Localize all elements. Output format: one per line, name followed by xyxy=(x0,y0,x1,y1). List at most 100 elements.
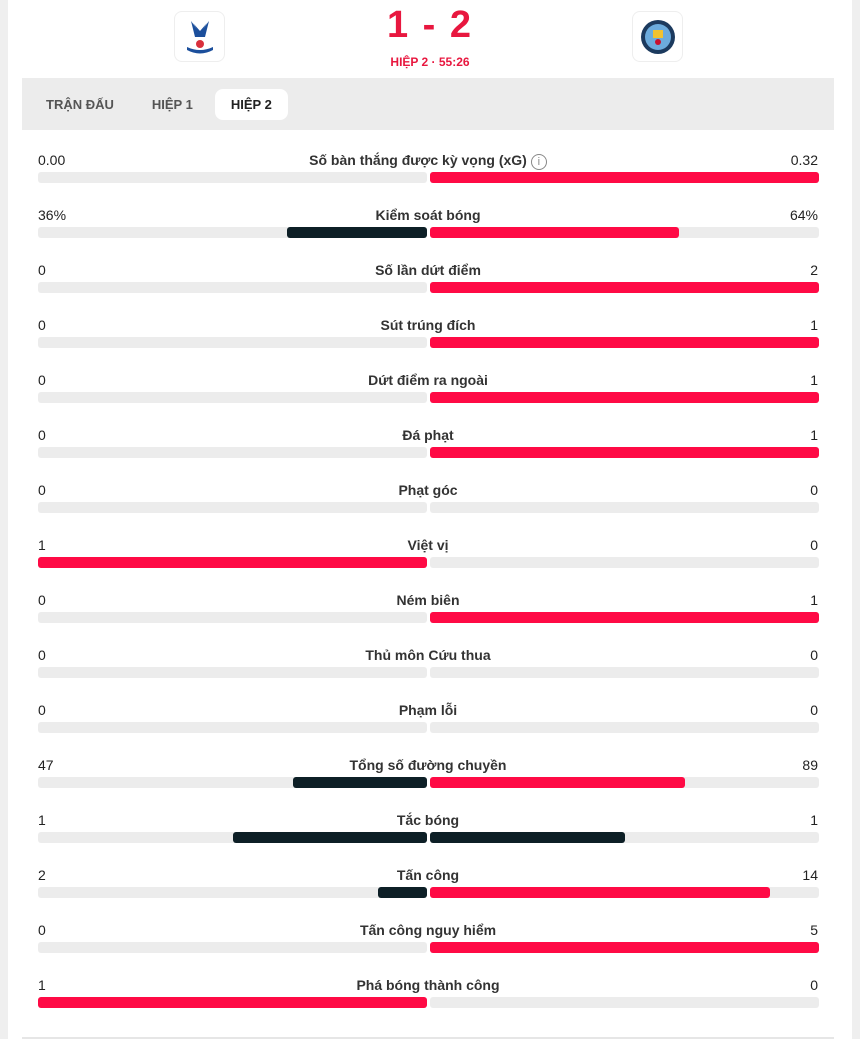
away-bar-fill xyxy=(430,227,679,238)
home-value: 1 xyxy=(38,812,46,828)
home-value: 0 xyxy=(38,262,46,278)
stat-row: 1 Việt vị 0 xyxy=(38,537,819,577)
home-bar-track xyxy=(38,392,427,403)
stat-label-text: Số bàn thắng được kỳ vọng (xG) xyxy=(309,152,527,168)
home-bar-track xyxy=(38,557,427,568)
stat-label-text: Tổng số đường chuyền xyxy=(349,757,507,773)
home-bar-track xyxy=(38,887,427,898)
stat-label: Tắc bóng xyxy=(38,812,818,828)
stat-label-text: Sút trúng đích xyxy=(380,317,476,333)
match-header: 1 - 2 HIỆP 2 · 55:26 xyxy=(0,0,860,76)
home-bar-track xyxy=(38,832,427,843)
away-bar-track xyxy=(430,337,819,348)
stat-row: 0 Phạt góc 0 xyxy=(38,482,819,522)
home-value: 36% xyxy=(38,207,67,223)
stat-row: 36% Kiểm soát bóng 64% xyxy=(38,207,819,247)
away-bar-track xyxy=(430,227,819,238)
home-value: 1 xyxy=(38,537,46,553)
away-bar-fill xyxy=(430,942,819,953)
stat-label: Phạm lỗi xyxy=(38,702,818,718)
away-bar-track xyxy=(430,997,819,1008)
home-bar-track xyxy=(38,997,427,1008)
stat-label: Phạt góc xyxy=(38,482,818,498)
home-bar-track xyxy=(38,337,427,348)
stat-label: Việt vị xyxy=(38,537,818,553)
stat-label-text: Phạt góc xyxy=(398,482,458,498)
home-bar-fill xyxy=(378,887,427,898)
away-bar-fill xyxy=(430,172,819,183)
stat-label-text: Phá bóng thành công xyxy=(356,977,500,993)
stat-label: Tấn công nguy hiểm xyxy=(38,922,818,938)
away-bar-fill xyxy=(430,337,819,348)
stat-label-text: Tấn công nguy hiểm xyxy=(359,922,497,938)
stat-row: 0 Phạm lỗi 0 xyxy=(38,702,819,742)
away-bar-track xyxy=(430,282,819,293)
home-value: 47 xyxy=(38,757,54,773)
away-bar-track xyxy=(430,887,819,898)
away-value: 89 xyxy=(802,757,818,773)
away-bar-track xyxy=(430,557,819,568)
stat-row: 0 Thủ môn Cứu thua 0 xyxy=(38,647,819,687)
stat-label-text: Tắc bóng xyxy=(396,812,460,828)
stat-label: Ném biên xyxy=(38,592,818,608)
stat-label-text: Phạm lỗi xyxy=(398,702,458,718)
tab-half-1[interactable]: HIỆP 1 xyxy=(151,96,193,112)
home-value: 0.00 xyxy=(38,152,66,168)
tab-half-2[interactable]: HIỆP 2 xyxy=(214,88,288,120)
match-status: HIỆP 2 · 55:26 xyxy=(390,55,470,69)
home-bar-fill xyxy=(38,557,427,568)
stat-row: 2 Tấn công 14 xyxy=(38,867,819,907)
away-value: 0 xyxy=(810,537,818,553)
away-bar-track xyxy=(430,832,819,843)
home-bar-track xyxy=(38,172,427,183)
away-bar-fill xyxy=(430,392,819,403)
home-value: 0 xyxy=(38,372,46,388)
home-team-logo[interactable] xyxy=(174,11,225,62)
home-bar-track xyxy=(38,282,427,293)
away-value: 5 xyxy=(810,922,818,938)
home-bar-track xyxy=(38,942,427,953)
away-value: 1 xyxy=(810,812,818,828)
stat-row: 47 Tổng số đường chuyền 89 xyxy=(38,757,819,797)
away-bar-track xyxy=(430,777,819,788)
home-value: 0 xyxy=(38,702,46,718)
away-value: 1 xyxy=(810,592,818,608)
home-value: 0 xyxy=(38,482,46,498)
info-icon[interactable]: i xyxy=(530,154,547,170)
home-value: 0 xyxy=(38,922,46,938)
stat-label: Tổng số đường chuyền xyxy=(38,757,818,773)
home-value: 0 xyxy=(38,592,46,608)
home-bar-track xyxy=(38,777,427,788)
away-bar-fill xyxy=(430,282,819,293)
home-bar-track xyxy=(38,612,427,623)
away-bar-track xyxy=(430,942,819,953)
away-value: 0.32 xyxy=(790,152,818,168)
stat-row: 0 Dứt điểm ra ngoài 1 xyxy=(38,372,819,412)
score: 1 - 2 xyxy=(386,4,474,46)
away-value: 1 xyxy=(810,317,818,333)
away-value: 0 xyxy=(810,977,818,993)
stat-label: Dứt điểm ra ngoài xyxy=(38,372,818,388)
stat-label-text: Thủ môn Cứu thua xyxy=(365,647,491,663)
home-bar-fill xyxy=(232,832,427,843)
stat-row: 1 Phá bóng thành công 0 xyxy=(38,977,819,1017)
home-bar-track xyxy=(38,227,427,238)
stat-row: 0 Đá phạt 1 xyxy=(38,427,819,467)
away-bar-fill xyxy=(430,447,819,458)
stat-label: Số lần dứt điểm xyxy=(38,262,818,278)
stat-label-text: Việt vị xyxy=(407,537,449,553)
away-bar-track xyxy=(430,392,819,403)
stat-row: 0 Sút trúng đích 1 xyxy=(38,317,819,357)
crystal-palace-crest-icon xyxy=(186,20,213,53)
away-value: 64% xyxy=(789,207,818,223)
away-bar-track xyxy=(430,447,819,458)
stat-label: Phá bóng thành công xyxy=(38,977,818,993)
away-value: 1 xyxy=(810,427,818,443)
stat-label-text: Số lần dứt điểm xyxy=(375,262,481,278)
stat-row: 0 Tấn công nguy hiểm 5 xyxy=(38,922,819,962)
tab-match[interactable]: TRẬN ĐẤU xyxy=(46,96,114,112)
home-value: 0 xyxy=(38,427,46,443)
stat-row: 1 Tắc bóng 1 xyxy=(38,812,819,852)
home-value: 2 xyxy=(38,867,46,883)
away-team-logo[interactable] xyxy=(632,11,683,62)
